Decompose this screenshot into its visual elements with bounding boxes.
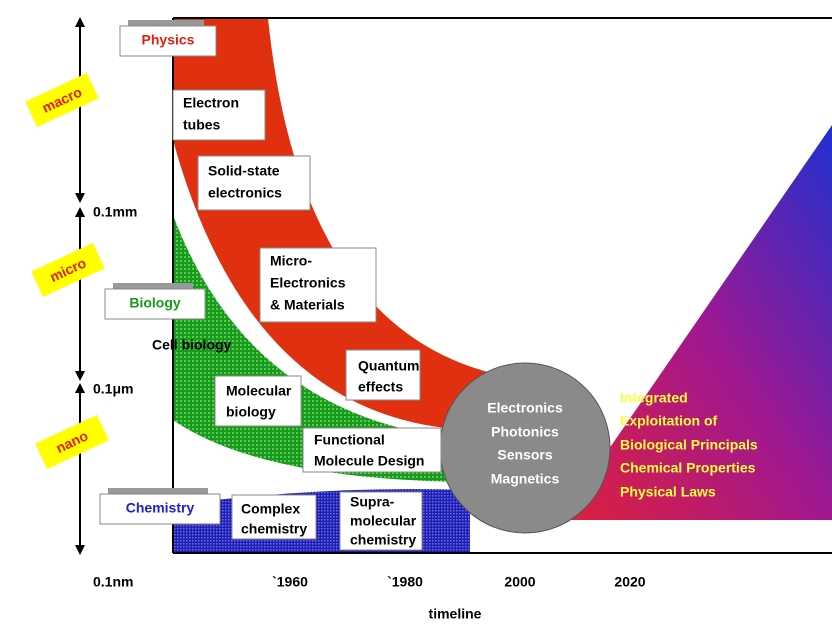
- label-line: Solid-state: [208, 163, 280, 179]
- scale-box: [25, 72, 99, 128]
- label-line: Photonics: [491, 424, 559, 440]
- scale-tick: 0.1μm: [93, 381, 133, 397]
- label-line: molecular: [350, 513, 417, 529]
- label-line: Electron: [183, 95, 239, 111]
- label-line: Supra-: [350, 494, 395, 510]
- timeline-tick: `1960: [272, 574, 308, 590]
- label-line: biology: [226, 404, 276, 420]
- scale-tick: 0.1mm: [93, 204, 137, 220]
- item-box: [197, 155, 311, 211]
- label-line: Functional: [314, 432, 385, 448]
- item-box: [302, 427, 442, 473]
- label-line: Cell biology: [152, 337, 232, 353]
- label-line: Molecular: [226, 383, 292, 399]
- label-line: & Materials: [270, 297, 345, 313]
- label-line: Physical Laws: [620, 484, 716, 500]
- item-box: [339, 491, 423, 551]
- label-line: chemistry: [350, 532, 416, 548]
- item-box: [259, 247, 377, 323]
- label-line: Electronics: [270, 275, 346, 291]
- label-line: Magnetics: [491, 471, 560, 487]
- scale-box: [35, 414, 109, 470]
- label-line: Electronics: [487, 400, 563, 416]
- label-line: Chemical Properties: [620, 460, 756, 476]
- discipline-title: Physics: [142, 32, 195, 48]
- label-line: tubes: [183, 117, 221, 133]
- label-line: chemistry: [241, 521, 307, 537]
- scale-label: macro: [25, 72, 99, 128]
- label-line: Integrated: [620, 390, 688, 406]
- label-line: electronics: [208, 185, 282, 201]
- item-box: [172, 89, 266, 141]
- label-line: Micro-: [270, 253, 312, 269]
- label-line: Biological Principals: [620, 437, 758, 453]
- discipline-title: Chemistry: [126, 500, 195, 516]
- title-shadow: [108, 488, 208, 496]
- scale-label: nano: [35, 414, 109, 470]
- title-box: [99, 493, 221, 525]
- item-box: [345, 349, 421, 401]
- scale-label: micro: [31, 242, 105, 298]
- label-line: Sensors: [497, 447, 552, 463]
- timeline-tick: `1980: [387, 574, 423, 590]
- scale-box: [31, 242, 105, 298]
- item-box: [214, 375, 302, 427]
- item-box: [231, 494, 317, 540]
- integrated-region: [560, 125, 832, 520]
- timeline-title: timeline: [429, 606, 482, 622]
- label-line: effects: [358, 379, 403, 395]
- title-shadow: [113, 283, 193, 291]
- label-line: Quantum: [358, 358, 419, 374]
- timeline-tick: 2020: [614, 574, 645, 590]
- timeline-tick: 2000: [504, 574, 535, 590]
- scale-tick: 0.1nm: [93, 574, 133, 590]
- title-box: [119, 25, 217, 57]
- label-line: Molecule Design: [314, 453, 424, 469]
- title-box: [104, 288, 206, 320]
- discipline-title: Biology: [129, 295, 181, 311]
- title-shadow: [128, 20, 204, 28]
- label-line: Complex: [241, 501, 300, 517]
- label-line: Exploitation of: [620, 413, 718, 429]
